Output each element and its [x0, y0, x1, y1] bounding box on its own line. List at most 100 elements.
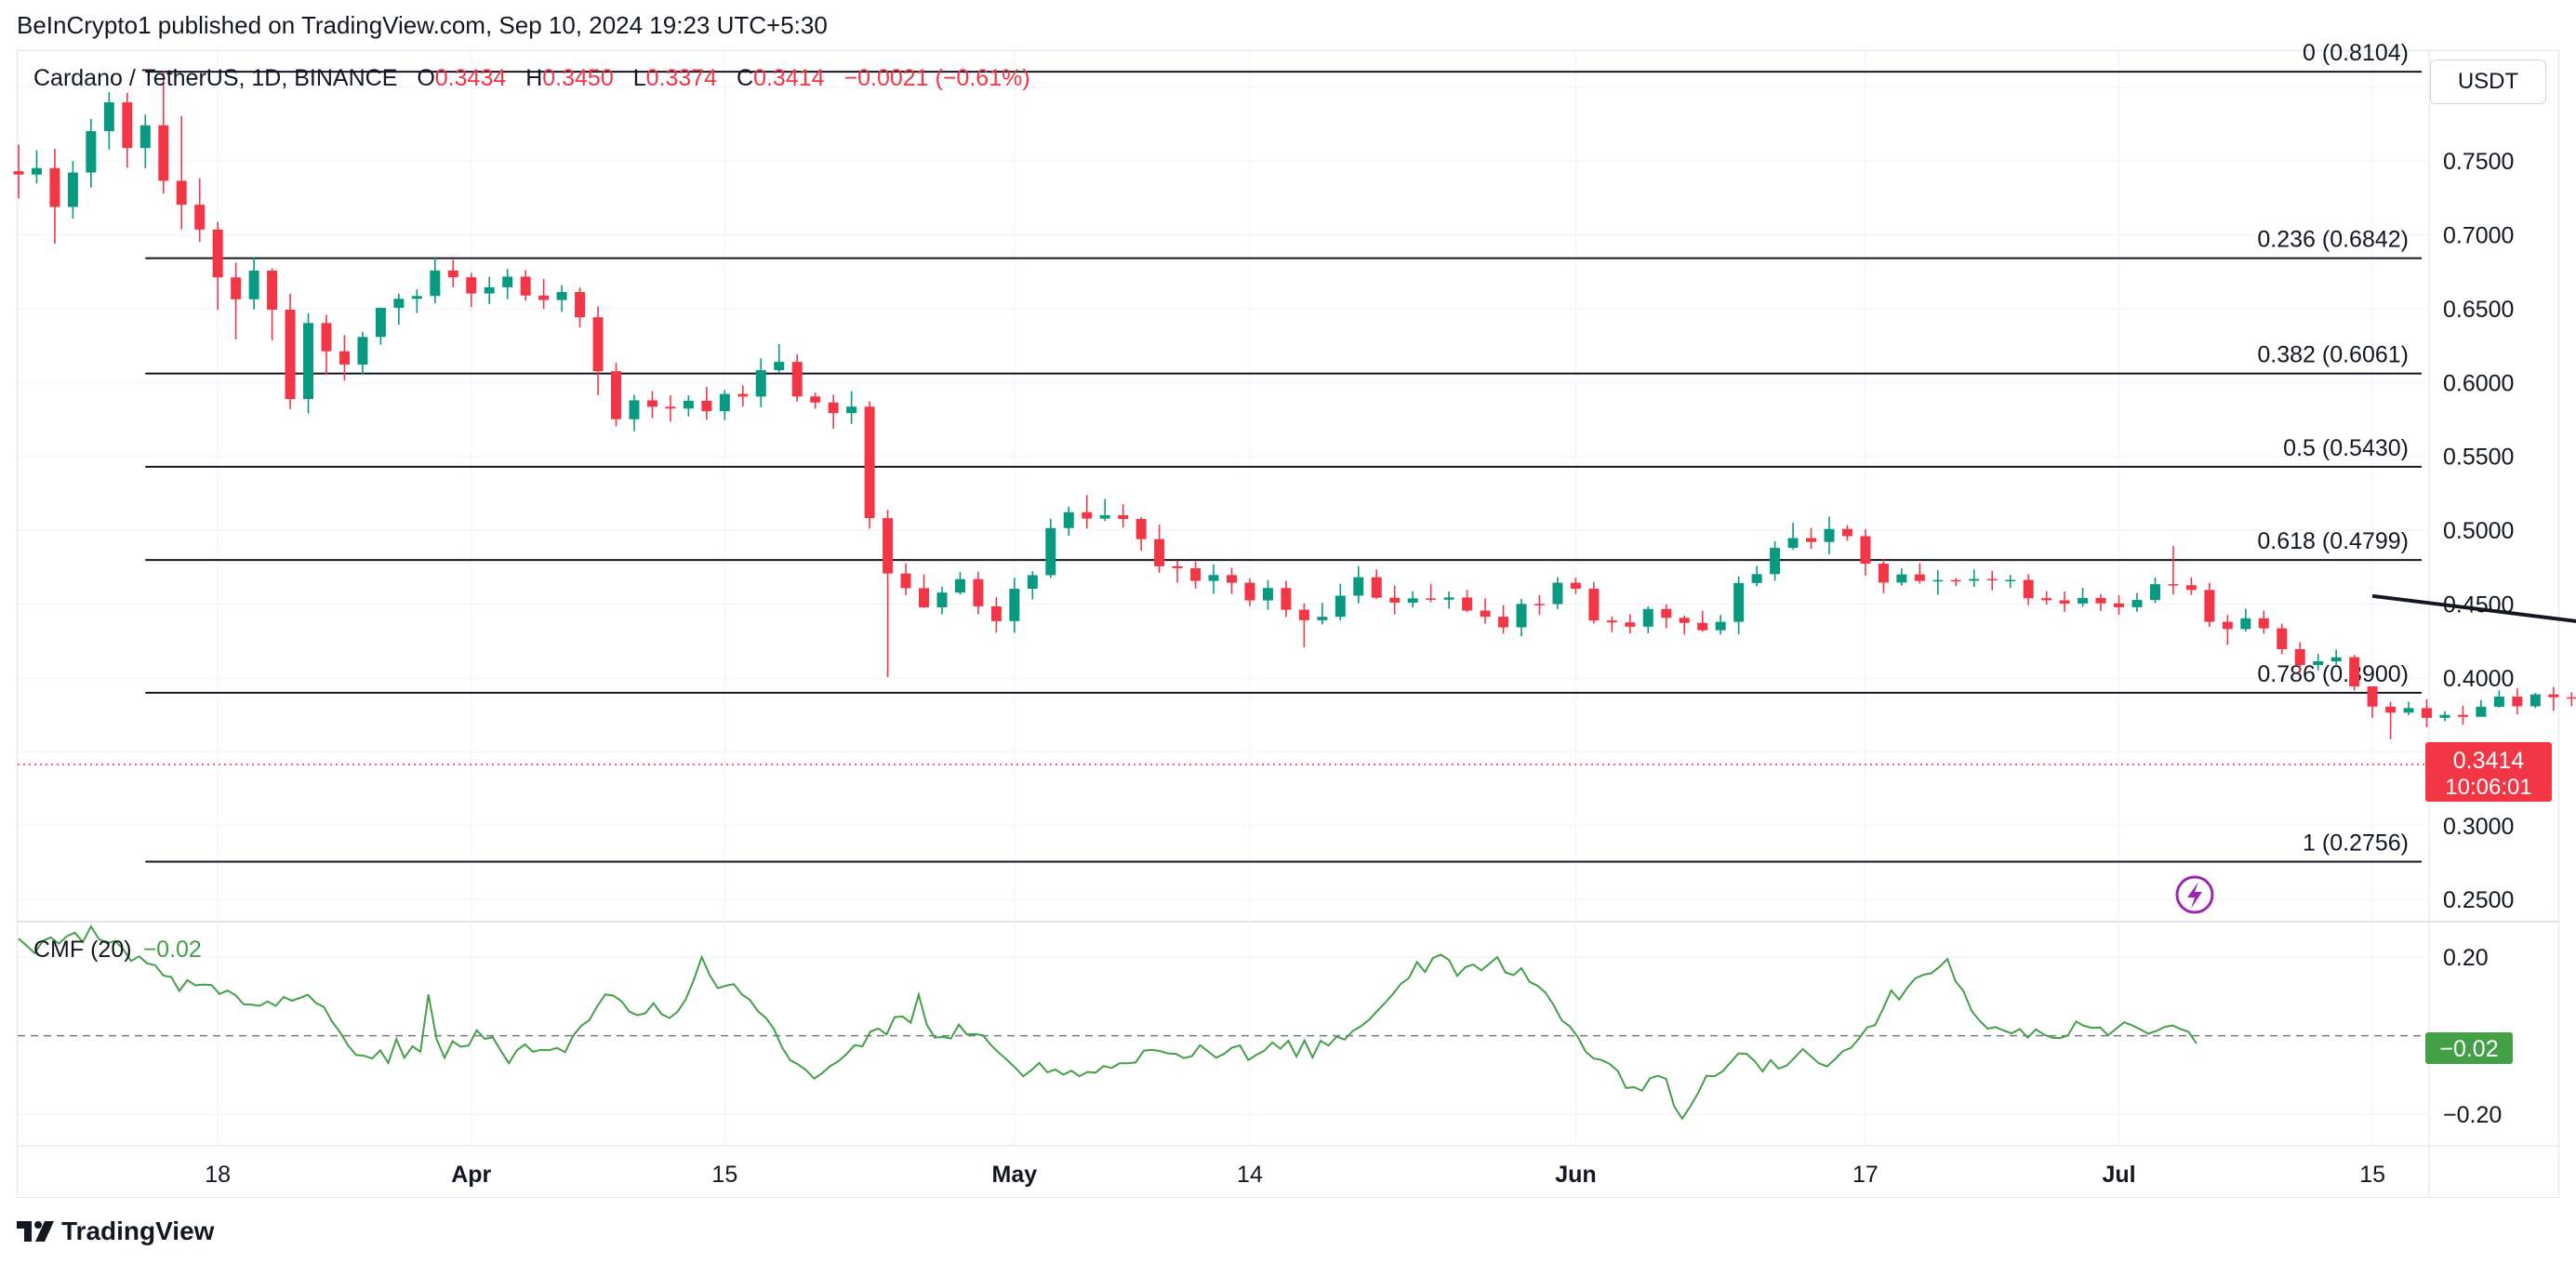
time-tick-label: 18 — [205, 1162, 231, 1188]
candle-up — [248, 257, 259, 310]
low-label: L — [632, 65, 646, 91]
price-axis[interactable]: 0.80000.75000.70000.65000.60000.55000.50… — [2443, 75, 2514, 1128]
candle-up — [1063, 506, 1074, 537]
candle-down — [1135, 517, 1147, 552]
candle-body — [2294, 648, 2305, 666]
currency-button[interactable]: USDT — [2430, 60, 2546, 104]
candle-body — [1969, 578, 1980, 581]
price-tick-label: 0.4000 — [2443, 666, 2514, 692]
candle-down — [1281, 580, 1292, 618]
candle-down — [1950, 578, 1961, 587]
candle-up — [357, 331, 368, 375]
candle-body — [2222, 621, 2233, 630]
fib-level-label: 0.5 (0.5430) — [2283, 435, 2409, 461]
candle-down — [1190, 561, 1202, 589]
candle-body — [231, 277, 242, 299]
candle-body — [1570, 582, 1581, 590]
candle-body — [1878, 564, 1889, 583]
time-axis[interactable]: 18Apr15May14Jun17Jul15Aug19Sep16 — [205, 1162, 2576, 1188]
candle-up — [103, 92, 114, 150]
candle-down — [2168, 546, 2179, 595]
candle-up — [2403, 701, 2414, 715]
candle-down — [1426, 583, 1437, 603]
change-value: −0.0021 (−0.61%) — [843, 65, 1030, 91]
candle-body — [466, 277, 477, 294]
candle-up — [556, 285, 567, 312]
candle-body — [1625, 622, 1636, 627]
candle-up — [411, 288, 422, 313]
candle-up — [1770, 540, 1781, 581]
candle-up — [1353, 565, 1364, 604]
candle-body — [248, 270, 259, 299]
candle-down — [900, 563, 911, 595]
candle-body — [2457, 714, 2468, 717]
candle-body — [556, 291, 567, 300]
cmf-tick-label: 0.20 — [2443, 945, 2489, 971]
candle-body — [1932, 579, 1944, 582]
candle-body — [774, 362, 785, 370]
candle-body — [2078, 597, 2089, 604]
candle-up — [1969, 569, 1980, 588]
cmf-label[interactable]: CMF (20) — [33, 937, 132, 963]
candle-body — [864, 406, 875, 519]
candle-body — [646, 400, 657, 407]
candle-down — [1697, 610, 1708, 632]
candle-body — [2114, 603, 2125, 607]
candle-up — [1208, 564, 1219, 594]
tradingview-branding[interactable]: TradingView — [17, 1216, 214, 1246]
candle-body — [1697, 622, 1708, 631]
candle-down — [2258, 610, 2269, 634]
candle-body — [1172, 565, 1183, 568]
candle-down — [1118, 504, 1129, 528]
trendline[interactable] — [2371, 593, 2576, 731]
candle-up — [1733, 576, 1745, 634]
price-badge-price: 0.3414 — [2453, 748, 2525, 774]
candle-body — [629, 400, 640, 419]
candle-body — [2566, 697, 2576, 699]
candle-body — [883, 518, 894, 574]
time-tick-label: 17 — [1852, 1162, 1879, 1188]
candle-down — [1986, 570, 1998, 591]
candle-body — [1389, 597, 1401, 603]
candle-down — [1154, 524, 1165, 573]
time-tick-label: 15 — [711, 1162, 737, 1188]
candle-body — [2168, 584, 2179, 586]
candle-body — [2512, 696, 2523, 707]
lightning-icon[interactable] — [2175, 875, 2214, 914]
candle-body — [1642, 608, 1653, 627]
symbol-name[interactable]: Cardano / TetherUS, 1D, BINANCE — [33, 65, 398, 91]
candle-down — [2114, 595, 2125, 616]
candle-down — [2204, 582, 2215, 628]
candle-down — [1588, 581, 1600, 624]
candle-body — [2204, 590, 2215, 622]
price-tick-label: 0.4500 — [2443, 592, 2514, 618]
candle-up — [86, 118, 97, 188]
candle-down — [2457, 705, 2468, 725]
candle-body — [1244, 582, 1255, 601]
candles — [13, 72, 2576, 739]
candle-body — [1806, 538, 1817, 542]
high-value: 0.3450 — [542, 65, 614, 91]
candle-down — [990, 597, 1002, 633]
candle-body — [936, 592, 948, 608]
candle-body — [1534, 604, 1545, 605]
candle-body — [212, 229, 223, 278]
price-tick-label: 0.5500 — [2443, 445, 2514, 471]
candle-body — [1679, 618, 1690, 623]
candle-down — [1625, 614, 1636, 633]
candle-body — [357, 337, 368, 365]
candle-up — [484, 276, 495, 305]
candle-up — [1407, 591, 1418, 608]
candle-body — [67, 172, 78, 207]
candle-body — [2313, 661, 2324, 666]
high-label: H — [525, 65, 543, 91]
candle-down — [1389, 585, 1401, 615]
price-badge-countdown: 10:06:01 — [2445, 775, 2531, 800]
candle-down — [2277, 623, 2288, 655]
candle-body — [2493, 696, 2504, 707]
candle-up — [2005, 575, 2016, 589]
close-label: C — [737, 65, 754, 91]
fibonacci-retracement[interactable]: 0 (0.8104) 0.236 (0.6842) 0.382 (0.6061) 0.… — [145, 40, 2422, 863]
candle-down — [2294, 642, 2305, 673]
